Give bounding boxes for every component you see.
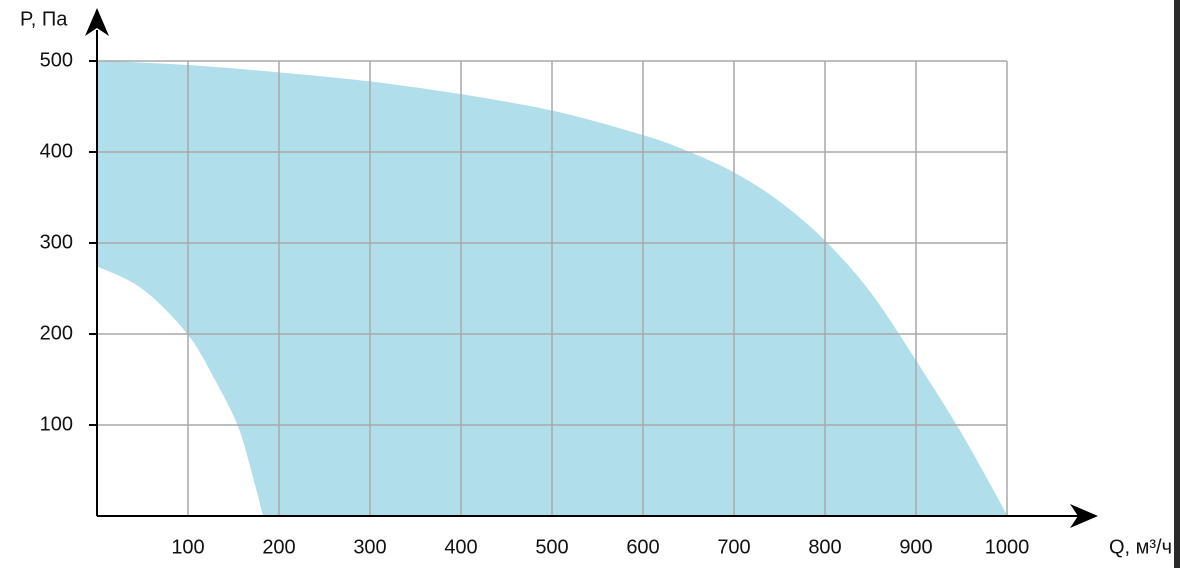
x-tick-label: 600: [626, 536, 659, 558]
x-tick-label: 500: [535, 536, 568, 558]
x-tick-label: 400: [444, 536, 477, 558]
plot: [96, 60, 1008, 517]
y-tick-label: 500: [40, 49, 73, 71]
x-tick-label: 300: [353, 536, 386, 558]
x-tick-label: 700: [717, 536, 750, 558]
x-tick-label: 900: [899, 536, 932, 558]
x-tick-label: 1000: [985, 536, 1030, 558]
y-axis-label: P, Па: [20, 8, 68, 30]
x-tick-label: 100: [171, 536, 204, 558]
upper-boundary: [96, 60, 1008, 517]
x-axis-label: Q, м³/ч: [1109, 536, 1172, 558]
frame-edge: [1174, 0, 1180, 568]
y-tick-label: 300: [40, 231, 73, 253]
y-arrow: [85, 8, 109, 36]
y-tick-label: 400: [40, 140, 73, 162]
x-tick-label: 200: [262, 536, 295, 558]
x-tick-label: 800: [808, 536, 841, 558]
y-tick-label: 200: [40, 322, 73, 344]
x-arrow: [1070, 504, 1098, 528]
lower-boundary: [96, 265, 265, 517]
y-tick-label: 100: [40, 413, 73, 435]
